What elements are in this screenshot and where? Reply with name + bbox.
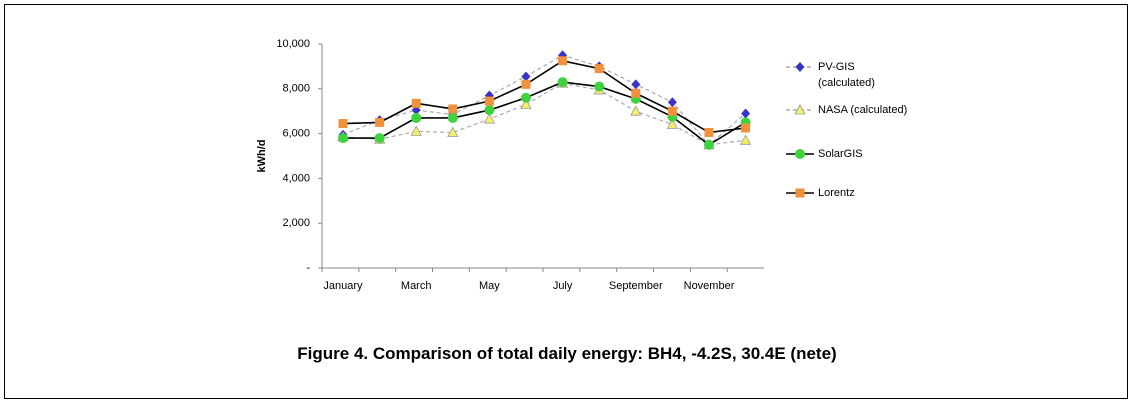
y-tick-label: 2,000 bbox=[282, 217, 310, 229]
legend-marker bbox=[794, 104, 806, 115]
marker bbox=[667, 97, 677, 108]
marker bbox=[448, 104, 458, 114]
marker bbox=[338, 119, 348, 129]
marker bbox=[520, 98, 532, 109]
marker bbox=[557, 77, 568, 88]
marker bbox=[667, 106, 677, 116]
marker bbox=[704, 127, 714, 137]
marker bbox=[483, 113, 496, 124]
y-tick-label: - bbox=[306, 262, 310, 274]
y-axis-label: kWh/d bbox=[256, 140, 268, 173]
marker bbox=[484, 96, 494, 106]
marker bbox=[447, 112, 458, 123]
x-tick-label: January bbox=[323, 280, 363, 292]
marker bbox=[521, 79, 531, 89]
x-tick-label: November bbox=[684, 280, 735, 292]
x-tick-label: July bbox=[553, 280, 573, 292]
marker bbox=[410, 125, 422, 136]
figure-caption: Figure 4. Comparison of total daily ener… bbox=[297, 344, 837, 363]
legend-label: Lorentz bbox=[818, 187, 855, 199]
series-line bbox=[342, 54, 746, 146]
marker bbox=[739, 134, 752, 145]
legend-marker bbox=[795, 62, 805, 72]
y-tick-label: 4,000 bbox=[282, 172, 310, 184]
marker bbox=[447, 126, 459, 137]
marker bbox=[594, 81, 605, 92]
marker bbox=[558, 56, 568, 66]
marker bbox=[338, 133, 348, 144]
legend-label: NASA (calculated) bbox=[818, 104, 908, 116]
marker bbox=[631, 79, 641, 90]
marker bbox=[704, 139, 714, 150]
marker bbox=[594, 64, 604, 74]
y-tick-label: 10,000 bbox=[276, 38, 310, 50]
y-tick-label: 6,000 bbox=[282, 128, 310, 140]
marker bbox=[631, 88, 641, 98]
legend-label: PV-GIS (calculated) bbox=[818, 61, 875, 89]
series-line bbox=[343, 81, 747, 146]
series-line bbox=[342, 59, 746, 134]
x-tick-label: May bbox=[479, 280, 500, 292]
marker bbox=[521, 92, 531, 103]
marker bbox=[741, 123, 751, 133]
legend-marker bbox=[795, 188, 805, 198]
marker bbox=[411, 112, 422, 123]
marker bbox=[484, 105, 495, 116]
marker bbox=[374, 133, 385, 144]
marker bbox=[521, 71, 531, 82]
x-tick-label: September bbox=[609, 280, 663, 292]
marker bbox=[630, 105, 642, 116]
y-tick-label: 8,000 bbox=[282, 83, 310, 95]
marker bbox=[666, 118, 679, 130]
x-tick-label: March bbox=[401, 280, 432, 292]
marker bbox=[411, 98, 421, 108]
marker bbox=[375, 117, 385, 127]
figure-frame bbox=[4, 4, 1128, 399]
legend-marker bbox=[795, 149, 805, 159]
legend-label: SolarGIS bbox=[818, 148, 863, 160]
series-line bbox=[342, 82, 746, 146]
marker bbox=[741, 108, 751, 119]
